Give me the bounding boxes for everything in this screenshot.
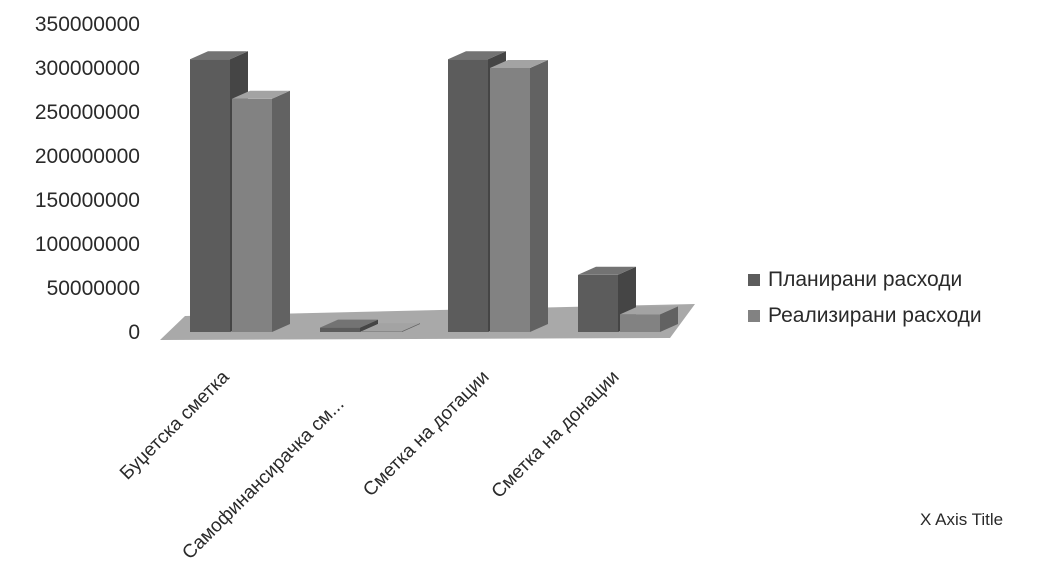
legend-label-planned: Планирани расходи — [768, 268, 963, 291]
y-tick-label: 100000000 — [35, 233, 140, 256]
bar-planned-front — [578, 274, 618, 332]
bar-planned — [320, 319, 378, 332]
bar-planned-front — [448, 59, 488, 332]
bar-planned-top — [448, 51, 506, 60]
bar-realized-front — [490, 68, 530, 332]
y-tick-label: 50000000 — [47, 277, 140, 300]
legend-item-realized: Реализирани расходи — [748, 298, 982, 334]
y-tick-label: 350000000 — [35, 13, 140, 36]
legend-swatch-realized — [748, 310, 760, 322]
bar-planned-top — [320, 319, 378, 328]
chart-floor — [160, 304, 695, 340]
bar-realized-front — [620, 314, 660, 332]
bar-realized — [362, 323, 420, 332]
x-tick-label: Сметка на дотации — [359, 367, 493, 501]
bar-realized — [232, 90, 290, 332]
y-tick-label: 150000000 — [35, 189, 140, 212]
bar-realized-side — [402, 323, 420, 332]
bar-realized — [620, 306, 678, 332]
y-tick-label: 200000000 — [35, 145, 140, 168]
y-tick-label: 300000000 — [35, 57, 140, 80]
x-axis-title: X Axis Title — [920, 510, 1004, 529]
bar-planned-side — [360, 319, 378, 332]
bar-planned-top — [190, 51, 248, 60]
legend-item-planned: Планирани расходи — [748, 262, 982, 298]
x-tick-label: Буџетска сметка — [116, 366, 234, 484]
bar-realized-top — [232, 90, 290, 99]
x-tick-label: Самофинансирачка см... — [178, 394, 348, 564]
bar-planned-front — [320, 327, 360, 332]
legend: Планирани расходи Реализирани расходи — [748, 262, 982, 334]
y-tick-label: 0 — [128, 321, 140, 344]
bar-realized-front — [362, 331, 402, 332]
bar-planned-front — [190, 59, 230, 332]
legend-swatch-planned — [748, 274, 760, 286]
legend-label-realized: Реализирани расходи — [768, 304, 982, 327]
bar-realized-top — [490, 60, 548, 68]
bar-planned-top — [578, 266, 636, 275]
bar-realized-front — [232, 98, 272, 332]
bar-realized — [490, 60, 548, 332]
bar-realized-top — [362, 323, 420, 332]
bar-realized-top — [620, 306, 678, 315]
y-tick-label: 250000000 — [35, 101, 140, 124]
x-tick-label: Сметка на донации — [488, 367, 624, 503]
bar-realized-side — [530, 60, 548, 332]
bar-realized-side — [272, 90, 290, 332]
bar-realized-side — [660, 306, 678, 332]
